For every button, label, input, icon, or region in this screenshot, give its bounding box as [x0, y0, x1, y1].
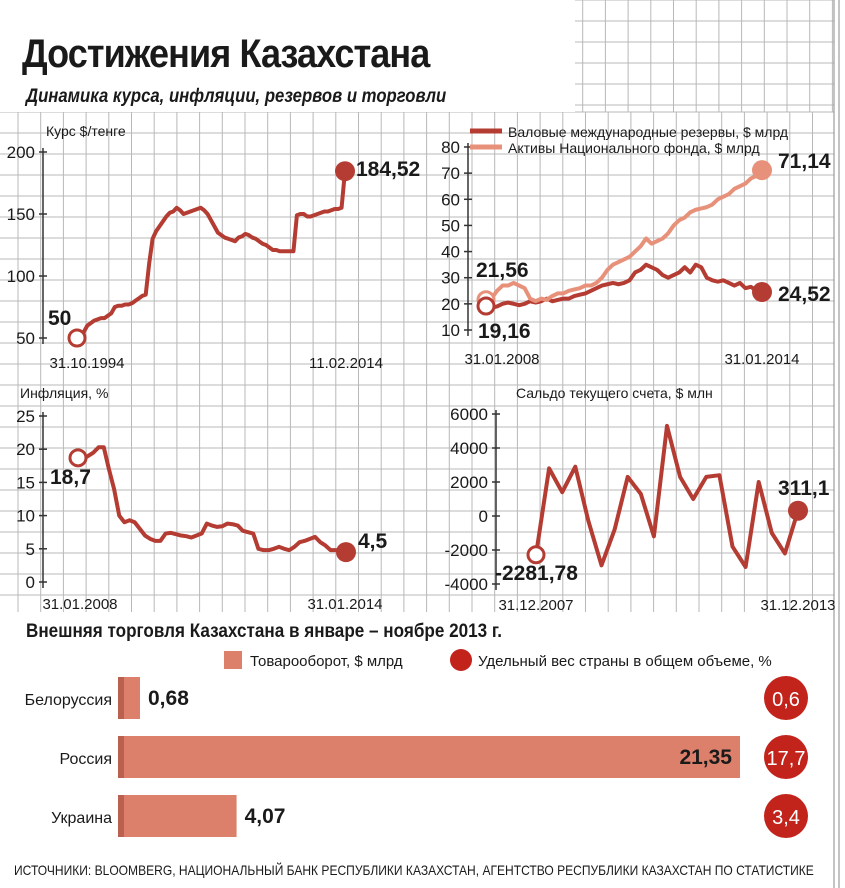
- marker-start: [476, 296, 496, 316]
- y-tick-label: 40: [441, 243, 460, 262]
- y-tick-label: 30: [441, 269, 460, 288]
- share-bubble: [764, 794, 808, 838]
- marker-start: [526, 545, 546, 565]
- page-title: Достижения Казахстана: [22, 32, 430, 76]
- bar-value-label: 0,68: [148, 687, 189, 710]
- marker-end: [752, 160, 772, 181]
- y-tick-label: 2000: [450, 473, 488, 492]
- y-tick-label: -4000: [445, 575, 488, 594]
- legend-label-fund: Активы Национального фонда, $ млрд: [508, 140, 760, 156]
- legend-bubble-swatch: [450, 649, 472, 671]
- share-bubble: [764, 676, 808, 720]
- y-tick-label: 50: [441, 216, 460, 235]
- trade-bar-edge: [118, 736, 124, 778]
- trade-bar-edge: [118, 677, 124, 719]
- y-tick-label: 200: [7, 143, 35, 162]
- share-value-label: 3,4: [772, 807, 800, 829]
- reserves-legend: Валовые международные резервы, $ млрдАкт…: [470, 124, 788, 156]
- title-backdrop: [0, 0, 575, 112]
- value-label: 4,5: [358, 530, 388, 553]
- marker-end: [336, 542, 356, 563]
- trade-bar: [118, 736, 740, 778]
- y-tick-label: 50: [16, 329, 35, 348]
- legend-bar-swatch: [224, 651, 242, 669]
- y-tick-label: 10: [16, 507, 35, 526]
- page-subtitle: Динамика курса, инфляции, резервов и тор…: [26, 86, 447, 107]
- share-bubble: [764, 735, 808, 779]
- x-end-label: 11.02.2014: [309, 355, 383, 372]
- category-label: Украина: [51, 810, 112, 827]
- trade-bar: [118, 795, 237, 837]
- y-tick-label: 20: [16, 440, 35, 459]
- x-start-label: 31.10.1994: [49, 355, 124, 372]
- y-tick-label: 10: [441, 321, 460, 340]
- y-tick-label: 0: [26, 573, 35, 592]
- legend-label-reserves: Валовые международные резервы, $ млрд: [508, 124, 788, 140]
- share-value-label: 17,7: [767, 748, 806, 770]
- bar-value-label: 21,35: [679, 746, 732, 769]
- value-label: 21,56: [476, 259, 529, 282]
- marker-start: [68, 448, 88, 468]
- y-tick-label: 6000: [450, 405, 488, 424]
- value-label: 184,52: [356, 158, 420, 181]
- y-tick-label: 4000: [450, 439, 488, 458]
- y-axis-label: Инфляция, %: [20, 385, 108, 401]
- value-label: 18,7: [50, 466, 91, 489]
- bar-value-label: 4,07: [245, 805, 286, 828]
- y-tick-label: 20: [441, 295, 460, 314]
- value-label: 71,14: [778, 150, 831, 173]
- chart-current_account: -4000 -2000 0 2000 4000 6000 Сальдо текущего с…: [445, 385, 836, 614]
- chart-reserves: 10 20 30 40 50 60 70 80 31.01.2008 31.01.2014 21,5…: [441, 138, 831, 368]
- marker-end: [335, 161, 355, 182]
- x-start-label: 31.12.2007: [498, 597, 573, 614]
- y-tick-label: 0: [479, 507, 488, 526]
- x-start-label: 31.01.2008: [464, 351, 539, 368]
- y-tick-label: 70: [441, 164, 460, 183]
- y-tick-label: -2000: [445, 541, 488, 560]
- marker-start: [67, 328, 87, 348]
- value-label: 24,52: [778, 283, 831, 306]
- source-note: ИСТОЧНИКИ: BLOOMBERG, НАЦИОНАЛЬНЫЙ БАНК …: [14, 862, 814, 878]
- marker-end: [752, 282, 772, 303]
- value-label: 50: [48, 307, 71, 330]
- x-end-label: 31.12.2013: [760, 597, 835, 614]
- series-line-0: [534, 423, 800, 569]
- y-axis-label: Курс $/тенге: [46, 123, 126, 139]
- trade-bar-edge: [118, 795, 124, 837]
- y-tick-label: 100: [7, 267, 35, 286]
- y-tick-label: 25: [16, 407, 35, 426]
- chart-exchange: 50 100 150 200 Курс $/тенге 31.10.1994 11.02.2…: [7, 123, 421, 372]
- y-tick-label: 150: [7, 205, 35, 224]
- y-tick-label: 15: [16, 473, 35, 492]
- chart-inflation: 0 5 10 15 20 25 Инфляция, % 31.01.2008 31.01.201…: [16, 385, 387, 613]
- legend-bubble-label: Удельный вес страны в общем объеме, %: [478, 653, 772, 670]
- category-label: Белоруссия: [25, 692, 112, 709]
- series-line-0: [75, 169, 347, 340]
- value-label: -2281,78: [495, 562, 578, 585]
- trade-chart: Товарооборот, $ млрд Удельный вес страны …: [25, 649, 808, 838]
- y-axis-label: Сальдо текущего счета, $ млн: [516, 385, 713, 401]
- series-line-0: [76, 445, 348, 555]
- marker-end: [788, 500, 808, 521]
- legend-bar-label: Товарооборот, $ млрд: [250, 653, 403, 670]
- y-tick-label: 5: [26, 540, 35, 559]
- value-label: 19,16: [478, 320, 531, 343]
- category-label: Россия: [60, 751, 112, 768]
- trade-chart-title: Внешняя торговля Казахстана в январе – н…: [26, 621, 503, 642]
- share-value-label: 0,6: [772, 689, 800, 711]
- x-start-label: 31.01.2008: [42, 596, 117, 613]
- y-tick-label: 80: [441, 138, 460, 157]
- x-end-label: 31.01.2014: [307, 596, 382, 613]
- y-tick-label: 60: [441, 190, 460, 209]
- value-label: 311,1: [778, 477, 830, 500]
- series-line-1: [484, 168, 764, 304]
- x-end-label: 31.01.2014: [724, 351, 799, 368]
